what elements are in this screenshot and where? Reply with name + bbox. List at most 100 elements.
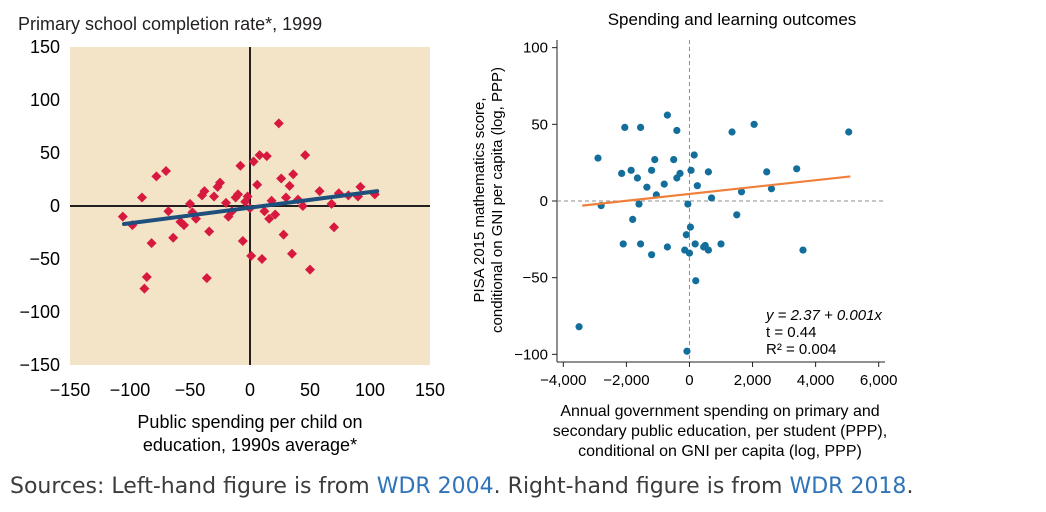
left-data-point bbox=[242, 191, 253, 202]
left-chart: Primary school completion rate*, 1999 15… bbox=[18, 14, 445, 455]
right-regression-line bbox=[582, 175, 851, 207]
right-xtick-label: −2,000 bbox=[603, 372, 649, 389]
caption-suffix: . bbox=[906, 474, 914, 499]
left-ytick-label: 50 bbox=[40, 143, 60, 163]
left-xtick-label: −100 bbox=[110, 380, 151, 400]
left-data-point bbox=[259, 206, 270, 217]
right-data-point bbox=[676, 169, 684, 177]
caption-prefix: Sources: Left-hand figure is from bbox=[10, 474, 377, 499]
caption-middle: . Right-hand figure is from bbox=[493, 474, 790, 499]
left-fit-line bbox=[122, 189, 380, 227]
right-data-point bbox=[618, 169, 626, 177]
left-data-point bbox=[117, 211, 128, 222]
right-data-point bbox=[660, 180, 668, 188]
right-data-point bbox=[673, 126, 681, 135]
left-data-point bbox=[146, 238, 157, 249]
right-data-point bbox=[683, 347, 691, 355]
right-chart: Spending and learning outcomes 100 50 0 −50… bbox=[471, 10, 897, 460]
sources-caption: Sources: Left-hand figure is from WDR 20… bbox=[10, 474, 913, 499]
left-xlabel-line-2: education, 1990s average* bbox=[143, 435, 357, 455]
left-data-point bbox=[284, 180, 295, 191]
left-data-point bbox=[264, 213, 275, 224]
left-data-point bbox=[273, 118, 284, 129]
right-ytick-label: −50 bbox=[523, 270, 548, 287]
right-data-point bbox=[728, 128, 736, 136]
right-data-point bbox=[635, 200, 643, 208]
right-data-point bbox=[629, 215, 637, 223]
left-data-point bbox=[300, 150, 311, 161]
right-xtick-label: 2,000 bbox=[734, 372, 772, 389]
left-ytick-label: −50 bbox=[29, 249, 60, 269]
left-data-point bbox=[141, 272, 152, 283]
right-data-point bbox=[750, 120, 758, 128]
left-ytick-label: −100 bbox=[19, 302, 60, 322]
right-data-point bbox=[663, 243, 671, 251]
right-ytick-label: 50 bbox=[531, 116, 548, 133]
right-data-point bbox=[682, 231, 690, 239]
right-data-point bbox=[670, 156, 678, 164]
right-fit-line bbox=[582, 175, 851, 207]
right-xtick-label: 6,000 bbox=[860, 372, 898, 389]
left-ytick-label: 150 bbox=[30, 37, 60, 57]
figure: Primary school completion rate*, 1999 15… bbox=[18, 10, 897, 460]
left-data-point bbox=[246, 250, 257, 261]
wdr-2004-link[interactable]: WDR 2004 bbox=[376, 474, 494, 499]
right-data-point bbox=[799, 246, 807, 254]
left-data-point bbox=[168, 232, 179, 243]
left-xtick-label: 100 bbox=[355, 380, 385, 400]
right-data-point bbox=[643, 183, 651, 191]
left-ytick-label: −150 bbox=[19, 355, 60, 375]
right-data-point bbox=[636, 123, 645, 131]
right-ylabel-line-2: conditional on GNI per capita (log, PPP) bbox=[489, 67, 506, 333]
left-data-point bbox=[215, 177, 225, 188]
right-data-point bbox=[693, 182, 701, 190]
left-data-point bbox=[288, 169, 299, 180]
left-data-point bbox=[209, 191, 219, 202]
right-data-point bbox=[619, 240, 627, 248]
left-data-point bbox=[163, 206, 174, 217]
left-ytick-label: 100 bbox=[30, 90, 60, 110]
right-data-point bbox=[594, 154, 602, 162]
right-ylabel-line-1: PISA 2015 mathematics score, bbox=[471, 97, 488, 302]
left-data-point bbox=[276, 173, 287, 184]
left-tick-labels: 150 100 50 0 −50 −100 −150 −150 −100 −50 0 50 100 150 bbox=[19, 37, 445, 400]
right-data-point bbox=[636, 240, 645, 248]
right-xtick-label: −4,000 bbox=[540, 372, 586, 389]
right-xtick-label: 0 bbox=[685, 372, 693, 389]
right-xlabel-line-1: Annual government spending on primary an… bbox=[560, 403, 879, 420]
right-data-point bbox=[687, 166, 695, 174]
left-data-point bbox=[252, 179, 263, 190]
left-data-point bbox=[151, 171, 162, 182]
right-data-point bbox=[691, 240, 699, 248]
right-data-point bbox=[737, 188, 746, 196]
right-tick-labels: 100 50 0 −50 −100 −4,000 −2,000 0 2,000 4,000 6,00… bbox=[514, 40, 897, 389]
right-data-point bbox=[692, 277, 700, 285]
right-data-point bbox=[685, 249, 694, 257]
right-data-point bbox=[648, 251, 656, 259]
right-xlabel-line-2: secondary public education, per student … bbox=[553, 423, 887, 440]
right-ytick-label: 0 bbox=[540, 193, 548, 210]
left-data-point bbox=[185, 198, 195, 209]
right-data-point bbox=[648, 166, 656, 174]
right-xtick-label: 4,000 bbox=[797, 372, 835, 389]
right-data-point bbox=[651, 156, 659, 164]
right-data-point bbox=[686, 223, 695, 231]
right-data-point bbox=[704, 168, 712, 176]
equation-line-1: y = 2.37 + 0.001x bbox=[765, 307, 882, 324]
left-data-point bbox=[254, 150, 265, 161]
right-data-point bbox=[707, 194, 716, 202]
left-data-point bbox=[326, 198, 337, 209]
left-data-point bbox=[270, 209, 281, 220]
left-data-point bbox=[257, 254, 267, 264]
left-data-point bbox=[287, 248, 297, 259]
left-data-point bbox=[305, 264, 315, 275]
left-data-point bbox=[297, 201, 308, 211]
left-data-point bbox=[237, 235, 248, 246]
wdr-2018-link[interactable]: WDR 2018 bbox=[789, 474, 907, 499]
left-data-point bbox=[278, 229, 289, 240]
right-ytick-label: 100 bbox=[523, 40, 548, 57]
left-data-point bbox=[221, 197, 231, 208]
right-data-point bbox=[704, 246, 712, 254]
right-data-point bbox=[663, 111, 671, 119]
left-data-point bbox=[248, 156, 259, 167]
